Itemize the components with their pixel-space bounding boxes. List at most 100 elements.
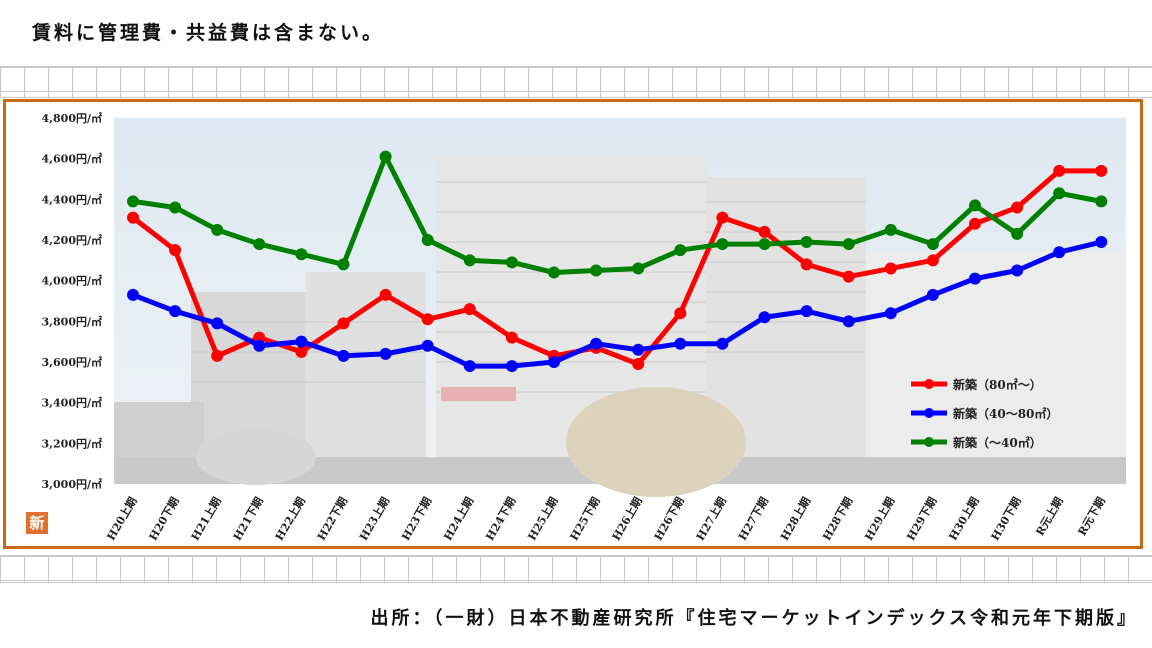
series-line [130,168,1104,367]
x-tick-label: H20上期 [104,495,140,543]
x-tick-label: H24下期 [483,495,519,543]
data-point [884,307,897,320]
x-tick-label: H30上期 [946,495,982,543]
y-tick-label: 4,000円/㎡ [42,274,102,288]
data-point [1095,164,1108,177]
data-point [337,258,350,271]
data-point [169,201,182,214]
data-point [716,337,729,350]
x-tick-label: H23上期 [356,495,392,543]
data-point [674,337,687,350]
y-tick-label: 4,200円/㎡ [42,233,102,247]
series-line [130,154,1104,276]
x-tick-label: H20下期 [146,495,182,543]
data-point [884,262,897,275]
rent-note: 賃料に管理費・共益費は含まない。 [32,22,385,44]
data-point [463,303,476,316]
data-point [758,225,771,238]
y-tick-label: 4,400円/㎡ [42,192,102,206]
data-point [842,315,855,328]
data-point [758,311,771,324]
data-point [590,264,603,277]
data-point [758,238,771,251]
source-credit: 出所：（一財）日本不動産研究所『住宅マーケットインデックス令和元年下期版』 [370,608,1138,629]
data-point [926,288,939,301]
data-point [969,217,981,230]
chart-legend: 新築（80㎡～） 新築（40～80㎡） 新築（～40㎡） [911,377,1058,450]
data-point [127,195,139,208]
data-point [169,305,182,318]
x-tick-label: H26下期 [651,495,687,543]
data-point [884,223,897,236]
data-point [379,347,392,360]
data-point [1095,195,1108,208]
y-tick-label: 4,600円/㎡ [42,152,102,166]
x-axis: H20上期 H20下期 H21上期 H21下期 H22上期 H22下期 H23上期 H23下期… [104,495,1108,543]
y-tick-label: 3,600円/㎡ [42,355,102,369]
data-point [969,199,981,212]
x-tick-label: H30下期 [988,495,1024,543]
data-point [632,358,645,371]
series-2 [127,236,1108,373]
y-tick-label: 4,800円/㎡ [42,111,102,125]
data-point [295,345,308,358]
data-point [969,272,981,285]
data-point [1053,164,1066,177]
legend-swatch-marker [924,408,934,418]
data-point [463,254,476,267]
data-point [800,305,813,318]
series-1 [127,164,1108,371]
x-tick-label: H28下期 [819,495,855,543]
x-tick-label: H21上期 [188,495,224,543]
data-point [505,360,518,373]
data-point [421,234,434,246]
x-tick-label: H28上期 [777,495,813,543]
x-tick-label: R元下期 [1075,495,1108,539]
x-tick-label: R元上期 [1033,495,1066,539]
data-point [842,270,855,283]
legend-swatch-marker [924,437,934,447]
data-point [716,211,729,224]
data-point [295,248,308,261]
data-point [253,238,266,251]
x-tick-label: H26上期 [609,495,645,543]
series-line [130,239,1104,369]
data-point [716,238,729,251]
data-point [926,238,939,251]
data-point [632,262,645,275]
x-tick-label: H25下期 [567,495,603,543]
data-point [127,211,139,224]
data-point [1011,201,1024,214]
x-tick-label: H27上期 [693,495,729,543]
data-point [548,356,560,368]
x-tick-label: H29上期 [861,495,897,543]
data-point [548,266,560,279]
data-point [800,236,813,249]
legend-label: 新築（80㎡～） [953,377,1042,392]
data-point [842,238,855,251]
grid-band-top [0,66,1152,98]
data-point [674,307,687,320]
data-point [127,288,139,301]
data-point [337,349,350,362]
legend-label: 新築（40～80㎡） [953,406,1058,421]
data-point [379,150,392,163]
data-point [1011,264,1024,277]
x-tick-label: H29下期 [904,495,940,543]
data-point [1053,187,1066,200]
data-point [505,256,518,269]
data-point [421,313,434,326]
data-point [211,349,224,362]
grid-band-bottom [0,555,1152,583]
x-tick-label: H21下期 [230,495,266,543]
data-point [926,254,939,267]
x-tick-label: H24上期 [440,495,476,543]
building-photo-background [114,118,1126,497]
data-point [211,223,224,236]
data-point [421,339,434,352]
y-tick-label: 3,800円/㎡ [42,314,102,328]
data-point [674,244,687,257]
data-point [295,335,308,348]
x-tick-label: H22上期 [272,495,308,543]
y-tick-label: 3,200円/㎡ [42,436,102,450]
